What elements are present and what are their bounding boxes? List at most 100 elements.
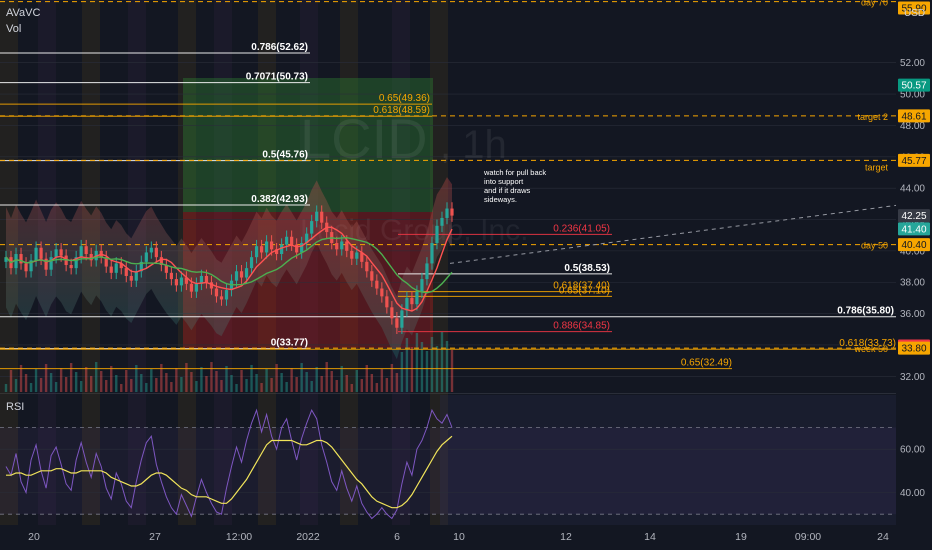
price-tag-label: 42.25 [901, 211, 926, 222]
price-tick-label: 40.00 [900, 246, 925, 257]
candle-body [14, 254, 18, 269]
price-tick-label: 52.00 [900, 58, 925, 69]
time-axis-bg [0, 526, 932, 550]
candle-body [134, 271, 138, 281]
time-tick-label: 20 [28, 531, 40, 543]
fib-level-label: 0.65(49.36) [379, 93, 430, 104]
candle-body [345, 241, 349, 251]
volume-bar [95, 362, 98, 392]
candle-body [104, 257, 108, 267]
volume-bar [375, 383, 379, 392]
candle-body [365, 261, 369, 272]
candle-body [219, 296, 224, 300]
time-tick-label: 24 [877, 531, 889, 543]
fib-level-label: 0.7071(50.73) [246, 72, 308, 83]
price-tick-label: 38.00 [900, 278, 925, 289]
rsi-band-fill [0, 427, 896, 515]
volume-bar [360, 379, 363, 392]
volume-bar [325, 362, 328, 392]
volume-bar [310, 381, 313, 392]
volume-bar [215, 371, 218, 392]
candle-body [340, 241, 344, 250]
volume-bar [120, 384, 123, 392]
fib-level-label: 0.886(34.85) [553, 321, 610, 332]
volume-bar [115, 375, 118, 392]
price-tag [898, 238, 930, 252]
price-tag [898, 209, 930, 223]
volume-bar [335, 380, 338, 392]
fib-level-label: 0.236(41.05) [553, 223, 610, 234]
volume-bar [34, 369, 38, 392]
volume-bar [190, 372, 193, 392]
price-tick-label: 32.00 [900, 372, 925, 383]
candle-body [430, 243, 434, 264]
volume-bar [79, 381, 83, 392]
price-tag [898, 222, 930, 236]
candle-body [24, 263, 28, 272]
volume-bar [330, 371, 333, 392]
volume-bar [365, 365, 369, 392]
volume-bar [320, 376, 323, 392]
volume-bar [385, 378, 389, 392]
volume-bar [265, 369, 268, 392]
volume-bar [150, 369, 153, 392]
price-axis: 52.0050.0048.0046.0044.0042.0040.0038.00… [897, 0, 932, 526]
volume-bar [220, 380, 223, 392]
candle-body [149, 247, 153, 253]
volume-bar [39, 378, 43, 392]
candle-body [395, 318, 399, 328]
time-tick-label: 14 [644, 531, 656, 543]
candle-body [194, 283, 199, 292]
rsi-tick-label: 60.00 [900, 445, 925, 456]
volume-bar [345, 375, 348, 392]
price-tag [898, 1, 930, 15]
indicator-label-avavc: AVaVC [6, 7, 40, 19]
annotation-line: into support [484, 177, 524, 186]
candle-body [184, 277, 189, 284]
volume-bar [245, 379, 248, 392]
volume-bar [315, 367, 318, 392]
price-tag-label: 50.57 [901, 81, 926, 92]
candle-body [109, 266, 113, 273]
candle-body [84, 246, 88, 255]
volume-bar [420, 342, 424, 392]
volume-bar [205, 376, 208, 392]
price-tag [898, 341, 930, 355]
volume-bar [400, 352, 404, 392]
volume-bar [340, 366, 343, 392]
candle-body [440, 217, 444, 226]
candle-body [174, 279, 178, 286]
rsi-pane [0, 408, 896, 520]
candle-body [234, 271, 239, 281]
candle-body [164, 264, 168, 273]
key-level-label: week 50 [853, 344, 888, 354]
volume-bar [49, 373, 53, 392]
fib-level-label: 0.5(45.76) [262, 150, 308, 161]
volume-bar [145, 383, 148, 392]
rsi-tick-label: 40.00 [900, 488, 925, 499]
rsi-label: RSI [6, 401, 24, 413]
price-tag-label: 55.90 [901, 4, 926, 15]
volume-bar [105, 380, 108, 392]
annotation-line: watch for pull back [483, 168, 546, 177]
fib-level-label: 0.786(52.62) [251, 42, 308, 53]
currency-label: USD [904, 8, 925, 19]
volume-bar [425, 351, 429, 392]
key-level-label: day 70 [861, 0, 888, 8]
volume-bar [165, 373, 168, 392]
price-tag [898, 109, 930, 123]
slow-ma-line [5, 236, 453, 294]
volume-bar [410, 347, 414, 392]
volume-bar [260, 383, 263, 392]
volume-bar [74, 372, 78, 392]
volume-bar [69, 363, 73, 392]
volume-bar [170, 382, 173, 392]
fib-level-label: 0.5(38.53) [564, 263, 610, 274]
time-tick-label: 2022 [296, 531, 320, 543]
candle-body [34, 247, 38, 261]
volume-bar [290, 368, 293, 392]
candle-body [280, 244, 284, 255]
